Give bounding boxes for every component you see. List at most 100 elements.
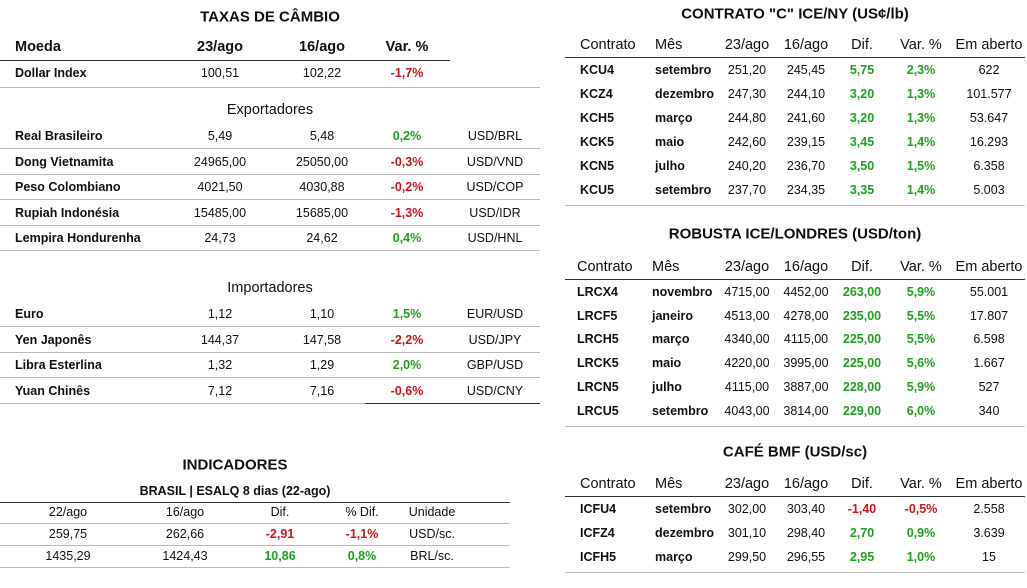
cell: -0,3% xyxy=(390,154,424,169)
cell: março xyxy=(655,550,693,564)
row-label: Dong Vietnamita xyxy=(15,154,114,169)
cell: dezembro xyxy=(655,526,715,540)
rule xyxy=(0,377,540,379)
cell: 1,10 xyxy=(309,307,335,321)
row-label: LRCF5 xyxy=(577,308,618,323)
row-label: LRCN5 xyxy=(577,379,619,394)
cell: 24,73 xyxy=(204,231,236,245)
cell: 1.667 xyxy=(973,356,1005,371)
column-header: 22/ago xyxy=(48,505,88,519)
row-label: Euro xyxy=(15,307,44,321)
row-label: KCU5 xyxy=(580,183,615,197)
cell: setembro xyxy=(655,502,712,516)
cell: 5,75 xyxy=(849,63,875,77)
cell: 1,4% xyxy=(906,135,936,149)
row-label: LRCH5 xyxy=(577,332,619,347)
cell: -0,5% xyxy=(904,502,938,516)
column-header: Em aberto xyxy=(955,259,1023,275)
column-header: 16/ago xyxy=(783,476,829,492)
cell: 242,60 xyxy=(727,135,767,149)
cell: 247,30 xyxy=(727,87,767,101)
cell: BRL/sc. xyxy=(410,549,454,563)
cell: 5,9% xyxy=(906,285,936,299)
rule xyxy=(0,502,510,503)
cell: USD/HNL xyxy=(467,231,523,245)
row-label: Peso Colombiano xyxy=(15,180,121,194)
column-header: 23/ago xyxy=(724,37,770,53)
column-header: Moeda xyxy=(15,39,61,55)
cell: EUR/USD xyxy=(466,307,524,321)
cell: 234,35 xyxy=(786,183,826,197)
cell: 15485,00 xyxy=(193,205,247,220)
cell: USD/IDR xyxy=(469,205,521,220)
cell: 244,10 xyxy=(786,87,826,101)
row-label: KCN5 xyxy=(580,159,615,173)
cell: 1424,43 xyxy=(162,549,208,563)
row-label: LRCX4 xyxy=(577,285,618,299)
column-header: 16/ago xyxy=(165,505,205,519)
cell: 17.807 xyxy=(969,308,1009,323)
cell: USD/CNY xyxy=(466,384,524,399)
cell: 236,70 xyxy=(786,159,826,173)
row-label: Yuan Chinês xyxy=(15,384,91,399)
column-header: Dif. xyxy=(851,37,873,53)
cell: 2.558 xyxy=(973,502,1005,516)
cell: 5.003 xyxy=(973,183,1005,197)
cell: 340 xyxy=(978,403,1000,418)
cell: 2,3% xyxy=(906,63,936,77)
column-header: 23/ago xyxy=(197,39,243,55)
rule xyxy=(565,425,1025,427)
cell: 4021,50 xyxy=(197,180,243,194)
cell: 259,75 xyxy=(48,527,88,541)
column-header: Dif. xyxy=(851,259,873,275)
section-title: INDICADORES xyxy=(182,456,288,474)
column-header: Mês xyxy=(655,476,683,492)
column-header: 23/ago xyxy=(724,259,770,275)
rule xyxy=(0,199,540,200)
cell: 6.358 xyxy=(973,159,1005,173)
cell: 263,00 xyxy=(842,285,882,299)
rule xyxy=(0,250,540,251)
row-label: Real Brasileiro xyxy=(15,129,103,143)
cell: 1,3% xyxy=(906,87,936,101)
cell: 241,60 xyxy=(786,111,826,125)
cell: 240,20 xyxy=(727,159,767,173)
cell: 0,9% xyxy=(906,526,936,540)
cell: 6.598 xyxy=(973,332,1005,347)
cell: 1435,29 xyxy=(45,549,91,563)
cell: 5,9% xyxy=(906,379,936,394)
cell: 1,4% xyxy=(906,183,936,197)
cell: 3,20 xyxy=(849,111,875,125)
row-label: ICFH5 xyxy=(580,550,617,564)
cell: 299,50 xyxy=(727,550,767,564)
column-header: Var. % xyxy=(385,39,429,55)
cell: maio xyxy=(655,135,685,149)
cell: -2,2% xyxy=(390,332,424,347)
rule xyxy=(0,173,540,175)
cell: 144,37 xyxy=(200,332,240,347)
row-label: KCH5 xyxy=(580,111,615,125)
cell: 4030,88 xyxy=(299,180,345,194)
cell: 4115,00 xyxy=(724,379,770,394)
section-title: CONTRATO "C" ICE/NY (US¢/lb) xyxy=(681,5,909,23)
row-label: Lempira Hondurenha xyxy=(15,231,141,245)
column-header: Contrato xyxy=(580,476,636,492)
row-label: Yen Japonês xyxy=(15,332,92,347)
column-header: 23/ago xyxy=(724,476,770,492)
row-label: Libra Esterlina xyxy=(15,358,102,373)
row-label: ICFZ4 xyxy=(580,526,615,540)
cell: GBP/USD xyxy=(466,358,524,373)
cell: 3,35 xyxy=(849,183,875,197)
rule xyxy=(565,496,1025,497)
rule xyxy=(0,403,540,405)
cell: 53.647 xyxy=(969,111,1009,125)
cell: 5,5% xyxy=(906,308,936,323)
row-label: LRCU5 xyxy=(577,403,619,418)
column-header: Contrato xyxy=(577,259,633,275)
cell: 15 xyxy=(982,550,996,564)
cell: 296,55 xyxy=(786,550,826,564)
column-header: 16/ago xyxy=(299,39,345,55)
cell: 1,0% xyxy=(906,550,936,564)
cell: 5,49 xyxy=(207,129,233,143)
cell: 3,50 xyxy=(849,159,875,173)
